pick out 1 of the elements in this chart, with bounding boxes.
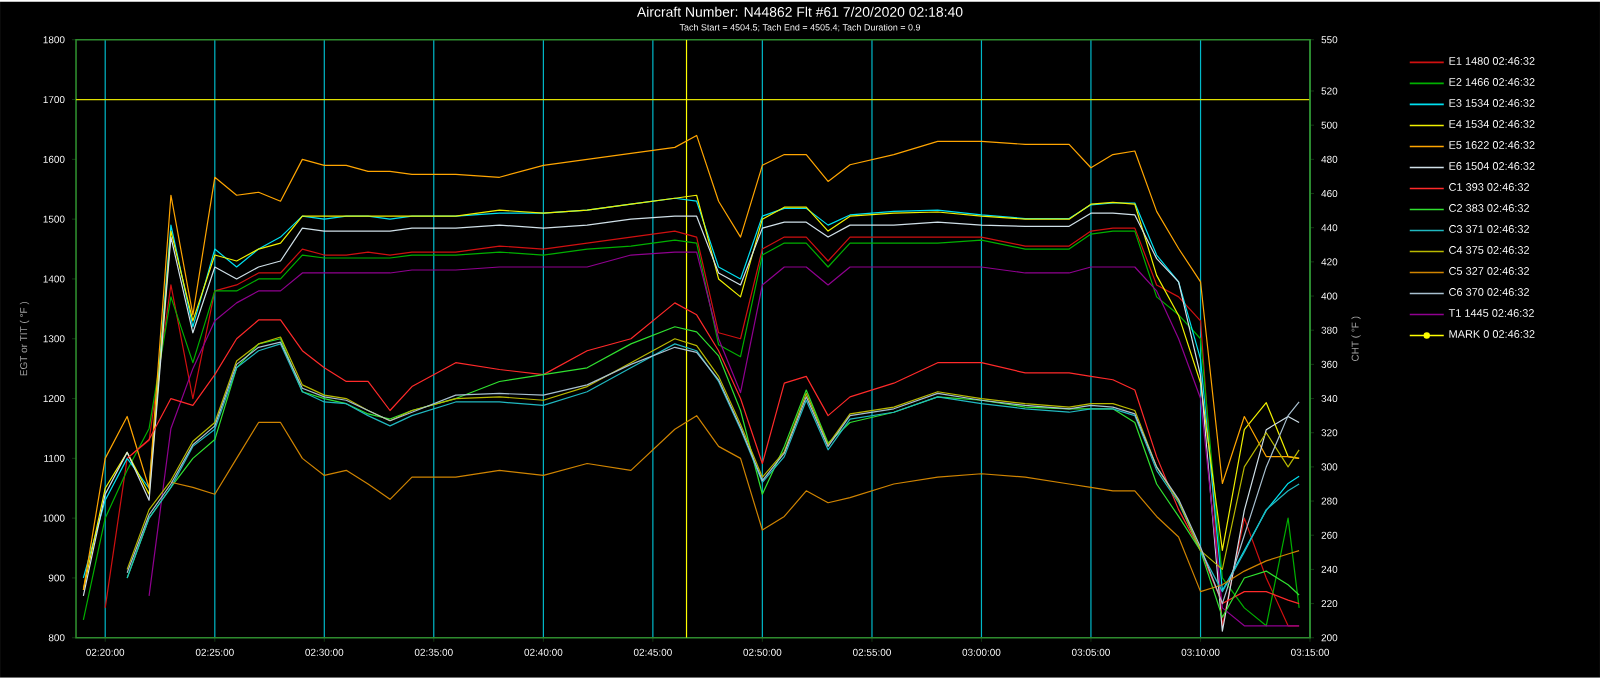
line-series (170, 415, 1300, 593)
